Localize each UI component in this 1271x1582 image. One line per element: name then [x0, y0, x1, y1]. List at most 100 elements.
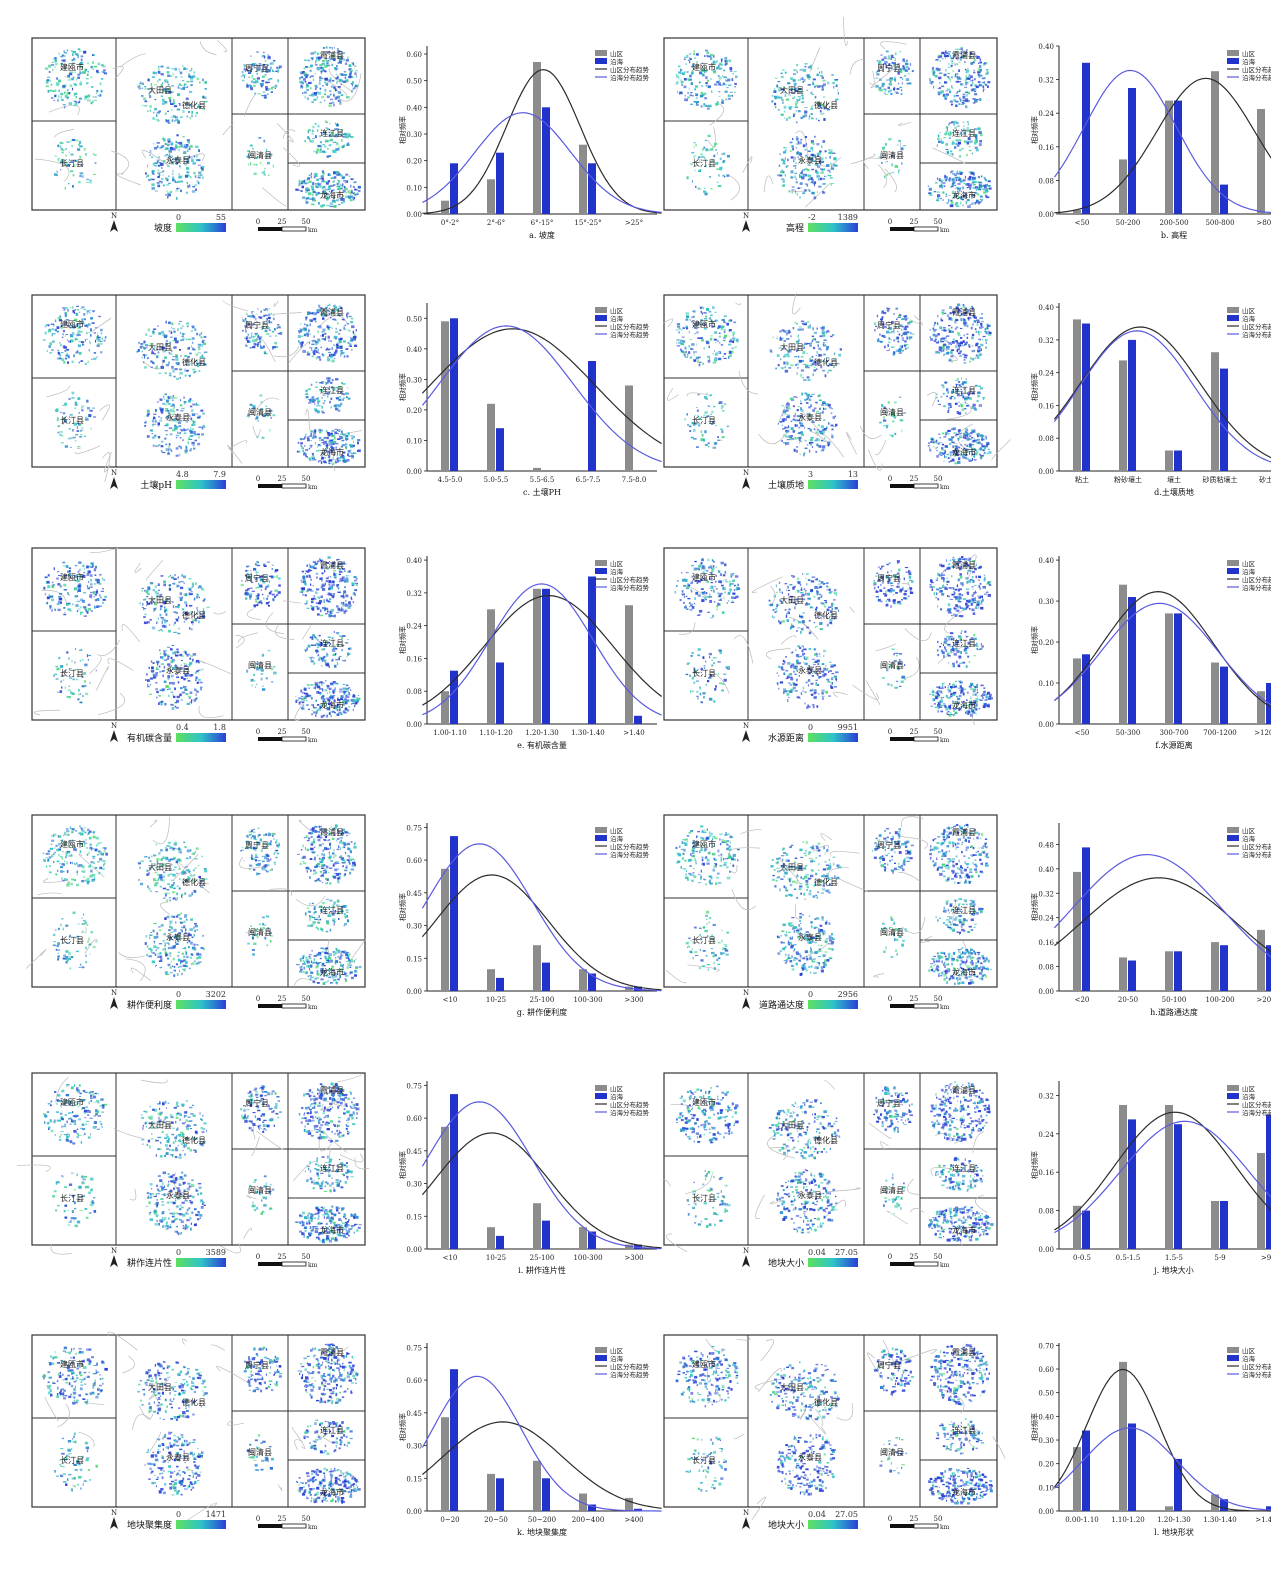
map-cell [267, 56, 271, 60]
map-cell [881, 316, 884, 319]
map-cell [689, 356, 693, 359]
map-cell [950, 326, 953, 329]
map-cell [804, 168, 808, 171]
map-cell [322, 47, 325, 49]
map-cell [317, 56, 321, 60]
map-cell [932, 327, 935, 330]
map-cell [316, 129, 319, 132]
map-cell [801, 96, 804, 100]
map-boundary [117, 173, 142, 186]
map-cell [716, 101, 719, 103]
map-cell [95, 339, 97, 343]
map-cell [809, 365, 813, 367]
map-cell [976, 400, 979, 402]
scale-bar-black [258, 484, 282, 488]
map-cell [313, 432, 315, 436]
trend-line-coastal [421, 325, 662, 463]
map-cell [262, 413, 266, 417]
map-cell [707, 360, 711, 363]
map-cell [100, 64, 104, 67]
map-cell [979, 68, 983, 72]
map-cell [904, 347, 907, 350]
map-cell [721, 59, 723, 63]
map-cell [195, 112, 198, 115]
map-cell [309, 435, 313, 437]
x-tick-label: 2°-6° [487, 219, 505, 227]
map-cell [175, 362, 177, 364]
map-cell [315, 60, 318, 62]
map-cell [344, 443, 348, 446]
map-cell [974, 53, 976, 55]
map-cell [80, 172, 84, 175]
map-cell [91, 86, 94, 88]
map-cell [886, 350, 890, 352]
map-cell [797, 335, 800, 338]
map-cell [822, 83, 826, 87]
map-cell [948, 76, 951, 80]
map-cell [905, 62, 909, 66]
bar-mountain [441, 200, 449, 214]
map-cell [967, 205, 971, 208]
map-cell [317, 124, 320, 128]
map-cell [955, 51, 959, 53]
map-cell [706, 55, 708, 57]
map-cell [55, 89, 57, 92]
map-cell [321, 331, 324, 333]
map-cell [322, 85, 324, 87]
map-cell [305, 396, 309, 399]
map-cell [897, 83, 900, 85]
map-cell [186, 149, 189, 152]
map-cell [350, 135, 354, 138]
map-cell [773, 90, 777, 93]
map-cell [704, 192, 708, 196]
map-cell [320, 141, 323, 144]
map-cell [980, 343, 984, 347]
map-cell [189, 116, 192, 120]
map-cell [344, 434, 347, 438]
map-cell [270, 416, 272, 419]
map-cell [812, 327, 814, 331]
map-cell [168, 361, 170, 365]
map-cell [249, 144, 253, 147]
map-cell [831, 183, 835, 185]
map-cell [187, 355, 190, 359]
map-cell [953, 311, 955, 313]
map-cell [951, 60, 954, 62]
map-cell [49, 79, 52, 82]
map-cell [344, 187, 348, 191]
map-cell [794, 156, 796, 160]
map-cell [955, 384, 958, 387]
map-cell [717, 325, 721, 328]
map-cell [143, 361, 145, 364]
map-cell [734, 86, 736, 88]
map-cell [783, 147, 787, 149]
map-cell [930, 82, 933, 85]
map-cell [807, 74, 810, 77]
map-cell [351, 325, 355, 329]
map-cell [72, 50, 76, 53]
map-cell [706, 51, 710, 55]
map-cell [331, 134, 333, 136]
map-cell [955, 306, 959, 310]
map-cell [953, 130, 955, 132]
map-cell [162, 160, 166, 163]
map-cell [697, 157, 700, 160]
map-cell [957, 187, 960, 191]
map-cell [821, 331, 825, 334]
map-cell [357, 441, 359, 445]
map-cell [881, 311, 883, 315]
map-cell [705, 70, 708, 73]
map-cell [721, 436, 725, 439]
map-cell [796, 64, 799, 66]
map-cell [965, 51, 968, 55]
map-cell [312, 434, 317, 438]
map-cell [325, 430, 328, 433]
map-cell [187, 185, 191, 188]
map-cell [318, 304, 321, 308]
map-cell [963, 314, 966, 316]
map-cell [804, 110, 808, 114]
map-cell [778, 87, 782, 89]
map-cell [963, 102, 966, 105]
map-cell [326, 197, 330, 200]
map-cell [316, 309, 319, 312]
